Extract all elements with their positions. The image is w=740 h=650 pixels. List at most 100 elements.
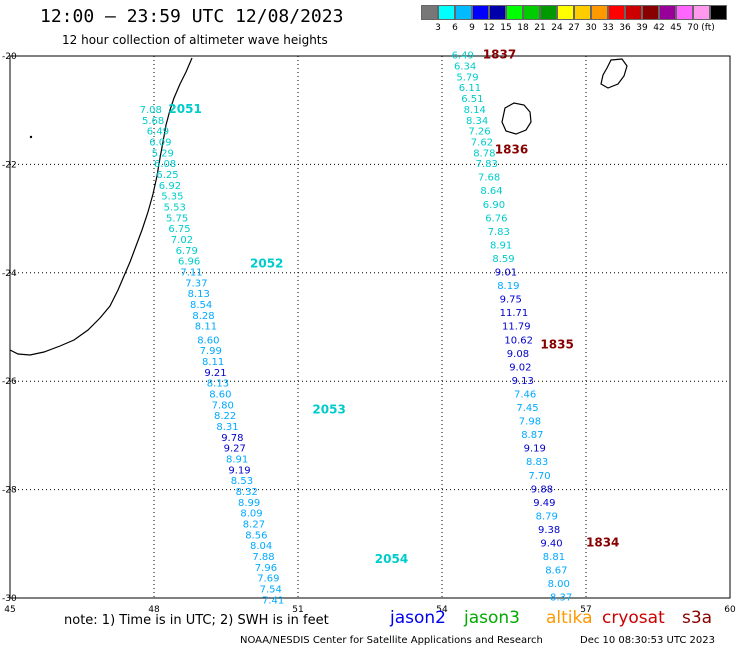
- legend-swatch: [693, 5, 710, 20]
- wave-height-label: 7.68: [478, 173, 500, 184]
- wave-height-label: 7.99: [200, 346, 222, 357]
- wave-height-label: 7.46: [514, 389, 536, 400]
- wave-height-label: 8.14: [464, 105, 486, 116]
- satellite-jason3: jason3: [464, 608, 520, 628]
- wave-height-label: 9.19: [524, 444, 546, 455]
- wave-height-label: 8.83: [526, 457, 548, 468]
- wave-height-label: 8.81: [543, 552, 565, 563]
- wave-height-label: 9.49: [533, 498, 555, 509]
- wave-height-label: 11.79: [502, 322, 531, 333]
- map-frame: [9, 55, 731, 599]
- wave-height-label: 8.11: [195, 322, 217, 333]
- pass-time-label: 1834: [586, 536, 619, 550]
- legend-tick: 27: [568, 23, 580, 33]
- wave-height-label: 7.88: [252, 552, 274, 563]
- lon-tick-label: 45: [4, 605, 15, 615]
- wave-height-label: 9.08: [507, 349, 529, 360]
- wave-height-label: 8.11: [202, 357, 224, 368]
- legend-tick: 3: [435, 23, 441, 33]
- wave-height-label: 5.29: [152, 148, 174, 159]
- page-title: 12:00 – 23:59 UTC 12/08/2023: [40, 6, 344, 27]
- pass-time-label: 2051: [168, 102, 201, 116]
- legend-swatch: [608, 5, 625, 20]
- wave-height-label: 7.37: [185, 278, 207, 289]
- legend-tick: 6: [452, 23, 458, 33]
- pass-time-label: 1836: [495, 143, 528, 157]
- wave-height-label: 8.22: [214, 411, 236, 422]
- wave-height-label: 8.00: [548, 579, 570, 590]
- legend-tick: 9: [469, 23, 475, 33]
- wave-height-label: 7.83: [488, 227, 510, 238]
- wave-height-label: 7.69: [257, 574, 279, 585]
- wave-height-label: 8.91: [226, 455, 248, 466]
- wave-height-label: 8.34: [466, 116, 488, 127]
- wave-height-label: 9.21: [204, 368, 226, 379]
- wave-height-label: 5.35: [161, 192, 183, 203]
- legend-swatch: [574, 5, 591, 20]
- wave-height-label: 5.53: [164, 202, 186, 213]
- madagascar-coastline: [9, 57, 193, 356]
- wave-height-label: 9.02: [509, 362, 531, 373]
- generation-timestamp: Dec 10 08:30:53 UTC 2023: [580, 635, 715, 646]
- coastlines: [9, 57, 628, 356]
- legend-swatch: [710, 5, 727, 20]
- wave-height-label: 7.98: [519, 417, 541, 428]
- wave-height-label: 7.26: [468, 127, 490, 138]
- wave-height-label: 6.25: [156, 170, 178, 181]
- wave-height-label: 8.09: [240, 509, 262, 520]
- legend-tick: 39: [636, 23, 648, 33]
- wave-height-label: 8.91: [490, 240, 512, 251]
- wave-height-label: 6.79: [176, 246, 198, 257]
- wave-height-label: 9.01: [495, 268, 517, 279]
- wave-height-label: 8.87: [521, 430, 543, 441]
- wave-height-label: 6.75: [168, 224, 190, 235]
- wave-height-label: 6.49: [452, 51, 474, 62]
- pass-time-label: 2052: [250, 256, 283, 270]
- satellite-jason2: jason2: [390, 608, 446, 628]
- lat-tick-label: -28: [2, 486, 17, 496]
- wave-height-label: 8.37: [550, 593, 572, 604]
- pass-time-label: 2053: [312, 403, 345, 417]
- lon-tick-label: 60: [724, 605, 736, 615]
- wave-height-label: 6.11: [459, 83, 481, 94]
- wave-height-label: 9.40: [540, 539, 562, 550]
- legend-swatch: [489, 5, 506, 20]
- wave-height-label: 5.75: [166, 213, 188, 224]
- legend-swatch: [523, 5, 540, 20]
- legend-unit: (ft): [701, 23, 715, 33]
- satellite-cryosat: cryosat: [602, 608, 665, 628]
- legend-swatch: [642, 5, 659, 20]
- pass-time-label: 1837: [483, 48, 516, 62]
- wave-height-label: 8.27: [243, 520, 265, 531]
- wave-height-label: 9.75: [500, 295, 522, 306]
- wave-height-label: 5.79: [456, 72, 478, 83]
- wave-height-label: 8.56: [245, 530, 267, 541]
- wave-height-label: 7.80: [212, 400, 234, 411]
- footer-note: note: 1) Time is in UTC; 2) SWH is in fe…: [64, 613, 329, 628]
- wave-height-label: 6.09: [149, 137, 171, 148]
- satellite-altika: altika: [546, 608, 593, 628]
- wave-height-label: 10.62: [504, 335, 533, 346]
- lat-tick-label: -26: [2, 377, 17, 387]
- legend-tick: 45: [670, 23, 682, 33]
- lon-tick-label: 57: [580, 605, 591, 615]
- wave-height-label: 8.32: [236, 487, 258, 498]
- legend-tick: 24: [551, 23, 563, 33]
- wave-height-label: 8.60: [197, 335, 219, 346]
- lat-tick-label: -24: [2, 269, 17, 279]
- legend-swatch: [659, 5, 676, 20]
- lat-tick-label: -22: [2, 160, 17, 170]
- reunion-island: [501, 102, 532, 135]
- wave-height-label: 6.49: [147, 127, 169, 138]
- wave-height-label: 8.64: [480, 186, 502, 197]
- legend-tick: 70: [687, 23, 699, 33]
- satellite-tracks: 7.085.686.496.095.296.086.256.925.355.53…: [140, 48, 620, 607]
- wave-height-label: 7.08: [140, 105, 162, 116]
- wave-height-label: 8.67: [545, 566, 567, 577]
- wave-height-label: 5.68: [142, 116, 164, 127]
- axis-tick-labels: 45 48 51 54 57 60 -20 -22 -24 -26 -28 -30: [2, 52, 736, 615]
- legend-swatch: [625, 5, 642, 20]
- wave-height-label: 8.54: [190, 300, 212, 311]
- wave-height-label: 8.13: [207, 379, 229, 390]
